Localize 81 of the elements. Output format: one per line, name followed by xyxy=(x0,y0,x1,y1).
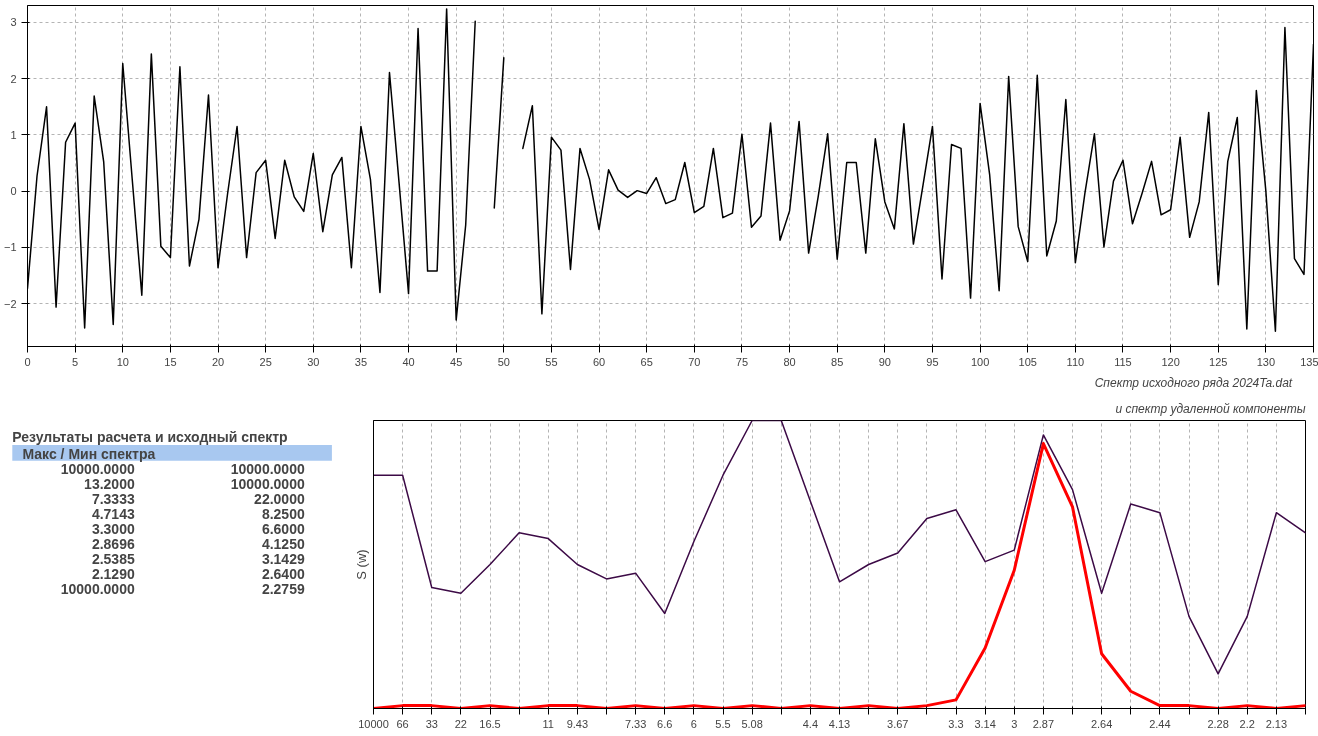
x-tick-label: 20 xyxy=(211,355,225,368)
x-tick-label: 6 xyxy=(690,717,697,730)
x-tick-label: 130 xyxy=(1256,355,1276,368)
x-tick-label: 35 xyxy=(354,355,368,368)
x-tick-label: 5.08 xyxy=(741,717,763,730)
x-tick-label: 4.13 xyxy=(828,717,851,730)
x-tick-label: 55 xyxy=(545,355,558,368)
x-tick-label: 22 xyxy=(454,717,468,730)
x-tick-label: 120 xyxy=(1161,355,1180,368)
x-tick-label: 3.3 xyxy=(948,717,964,730)
y-tick-label: 2 xyxy=(10,72,17,85)
x-tick-label: 11 xyxy=(542,717,554,730)
x-tick-label: 105 xyxy=(1018,355,1037,368)
x-tick-label: 45 xyxy=(450,355,463,368)
text: 22.0000 xyxy=(254,490,305,507)
x-tick-label: 25 xyxy=(259,355,272,368)
x-tick-label: 33 xyxy=(425,717,438,730)
text: 10000.0000 xyxy=(230,475,305,492)
text: Макс / Мин спектра xyxy=(22,446,156,463)
x-tick-label: 16.5 xyxy=(479,717,501,730)
x-tick-label: 7.33 xyxy=(624,717,647,730)
text: 4.7143 xyxy=(91,505,135,522)
text: 6.6000 xyxy=(261,520,305,537)
x-tick-label: 66 xyxy=(396,717,409,730)
x-tick-label: 95 xyxy=(926,355,939,368)
x-tick-label: 70 xyxy=(688,355,701,368)
x-tick-label: 2.64 xyxy=(1090,717,1113,730)
text: 2.1290 xyxy=(91,565,135,582)
x-tick-label: 30 xyxy=(307,355,320,368)
text: 10000.0000 xyxy=(230,460,305,477)
x-tick-label: 90 xyxy=(878,355,891,368)
x-tick-label: 135 xyxy=(1300,355,1318,368)
text: 2.2759 xyxy=(261,580,305,597)
y-tick-label: 0 xyxy=(10,185,17,198)
x-tick-label: 60 xyxy=(592,355,606,368)
x-tick-label: 5 xyxy=(72,355,79,368)
x-tick-label: 5.5 xyxy=(715,717,731,730)
x-tick-label: 4.4 xyxy=(802,717,819,730)
x-tick-label: 3.14 xyxy=(974,717,996,730)
chart-subtitle: и спектр удаленной компоненты xyxy=(1115,401,1306,416)
x-tick-label: 15 xyxy=(164,355,177,368)
text: 10000.0000 xyxy=(60,460,135,477)
x-tick-label: 65 xyxy=(640,355,653,368)
y-axis-title: S (w) xyxy=(353,549,369,580)
text: 8.2500 xyxy=(261,505,305,522)
x-tick-label: 100 xyxy=(970,355,990,368)
x-tick-label: 10 xyxy=(116,355,129,368)
x-tick-label: 2.2 xyxy=(1239,717,1255,730)
chart-title: Спектр исходного ряда 2024Ta.dat xyxy=(1094,375,1293,390)
x-tick-label: 0 xyxy=(24,355,31,368)
x-tick-label: 2.44 xyxy=(1149,717,1171,730)
y-tick-label: −2 xyxy=(3,297,17,310)
x-tick-label: 75 xyxy=(735,355,749,368)
x-tick-label: 80 xyxy=(783,355,796,368)
text: 2.5385 xyxy=(91,550,135,567)
x-tick-label: 6.6 xyxy=(657,717,673,730)
text: 13.2000 xyxy=(84,475,135,492)
x-tick-label: 40 xyxy=(402,355,415,368)
x-tick-label: 110 xyxy=(1066,355,1085,368)
text: 7.3333 xyxy=(91,490,135,507)
x-tick-label: 125 xyxy=(1209,355,1228,368)
text: Результаты расчета и исходный спектр xyxy=(12,429,288,446)
x-tick-label: 2.13 xyxy=(1265,717,1288,730)
x-tick-label: 115 xyxy=(1114,355,1132,368)
x-tick-label: 10000 xyxy=(358,717,389,730)
text: 4.1250 xyxy=(261,535,305,552)
x-tick-label: 3 xyxy=(1011,717,1018,730)
x-tick-label: 2.28 xyxy=(1207,717,1229,730)
text: 2.6400 xyxy=(261,565,305,582)
x-tick-label: 3.67 xyxy=(887,717,909,730)
text: 3.3000 xyxy=(91,520,135,537)
y-tick-label: 3 xyxy=(10,16,17,29)
text: 2.8696 xyxy=(91,535,135,552)
text: 3.1429 xyxy=(261,550,305,567)
text: 10000.0000 xyxy=(60,580,135,597)
y-tick-label: 1 xyxy=(10,128,17,141)
x-tick-label: 50 xyxy=(497,355,510,368)
y-tick-label: −1 xyxy=(3,241,17,254)
x-tick-label: 9.43 xyxy=(566,717,589,730)
x-tick-label: 85 xyxy=(831,355,844,368)
x-tick-label: 2.87 xyxy=(1032,717,1055,730)
